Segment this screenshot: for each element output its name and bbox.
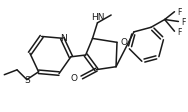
Text: O: O <box>121 38 128 46</box>
Text: F: F <box>181 18 186 27</box>
Text: F: F <box>177 8 182 17</box>
Text: O: O <box>71 73 78 82</box>
Text: S: S <box>24 75 30 84</box>
Text: N: N <box>60 33 67 42</box>
Text: HN: HN <box>91 13 104 22</box>
Text: F: F <box>177 27 182 36</box>
